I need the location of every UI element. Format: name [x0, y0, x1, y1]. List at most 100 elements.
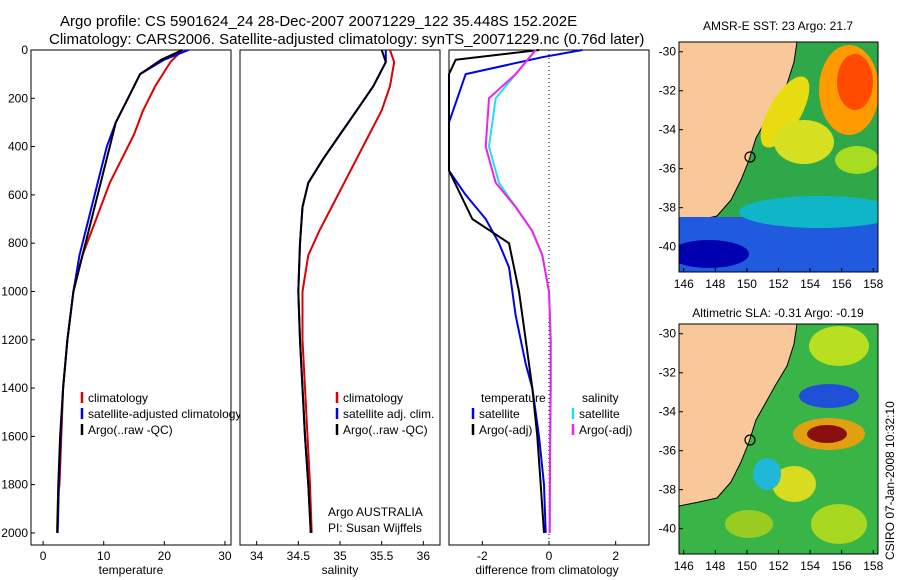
difference-legend-label-3: Argo(-adj) [579, 423, 632, 437]
depth-tick-label-1: 200 [8, 91, 28, 105]
sla-eddy-yellow [772, 466, 816, 502]
sla-eddy-south [811, 504, 867, 544]
salinity-xtick-label-3: 35.5 [370, 549, 394, 563]
salinity-ticks: 34 34.5 35 35.5 36 [250, 541, 430, 563]
difference-xtick-label-0: -2 [477, 549, 488, 563]
sla-map [679, 324, 878, 554]
salinity-legend-label-1: satellite adj. clim. [343, 407, 434, 421]
sst-lon-tick-label-3: 152 [768, 277, 788, 291]
sst-argo-location-marker [744, 151, 756, 163]
sst-land [679, 42, 797, 224]
sst-yellow-patch [774, 120, 834, 164]
difference-legend-label-1: Argo(-adj) [479, 423, 532, 437]
temperature-xlabel: temperature [99, 563, 164, 577]
sst-lat-tick-label-1: -32 [659, 84, 677, 98]
depth-tick-label-9: 1800 [1, 478, 28, 492]
sla-lon-tick-label-4: 154 [800, 559, 820, 573]
sst-lat-tick-label-0: -30 [659, 45, 677, 59]
sst-warm-inner [837, 54, 873, 110]
sla-eddy-blue [799, 384, 859, 408]
sst-lon-tick-label-1: 148 [705, 277, 725, 291]
sst-lon-tick-label-4: 154 [800, 277, 820, 291]
sla-lon-tick-label-5: 156 [832, 559, 852, 573]
difference-series-3 [484, 49, 552, 533]
sla-eddy-cyan [753, 458, 781, 490]
temperature-ticks: 0 10 20 30 0 200 400 600 800 1000 1200 1400 1600 1800… [1, 43, 232, 563]
difference-series-1 [448, 49, 545, 533]
depth-tick-label-3: 600 [8, 188, 28, 202]
difference-xtick-label-2: 2 [612, 549, 619, 563]
sst-coastline [679, 42, 798, 225]
sst-lat-tick-label-4: -38 [659, 201, 677, 215]
temperature-xtick-label-0: 0 [40, 549, 47, 563]
sla-lon-tick-label-1: 148 [705, 559, 725, 573]
difference-legend-label-0: satellite [479, 407, 520, 421]
salinity-lines [297, 49, 396, 533]
sst-lon-tick-label-5: 156 [832, 277, 852, 291]
sla-lon-tick-label-6: 158 [863, 559, 883, 573]
sla-lon-tick-label-3: 152 [768, 559, 788, 573]
salinity-legend-label-0: climatology [343, 391, 403, 405]
sla-lat-tick-label-2: -34 [659, 405, 677, 419]
depth-tick-label-4: 800 [8, 236, 28, 250]
temperature-lines [56, 49, 189, 533]
sla-map-ticks: 146 148 150 152 154 156 158 -30 -32 -34 -36 -38 -40 [659, 327, 884, 573]
salinity-panel: 34 34.5 35 35.5 36 salinity climatology satel… [239, 49, 441, 577]
sst-lon-tick-label-6: 158 [863, 277, 883, 291]
salinity-axes-frame [239, 49, 441, 546]
salinity-xtick-label-1: 34.5 [287, 549, 311, 563]
difference-legend: temperature salinity satellite Argo(-adj)… [471, 391, 632, 437]
sla-map-panel: Altimetric SLA: -0.31 Argo: -0.19 146 148… [659, 306, 884, 573]
depth-tick-label-7: 1400 [1, 381, 28, 395]
argo-australia-annotation: Argo AUSTRALIA [328, 505, 423, 519]
salinity-xtick-label-0: 34 [250, 549, 264, 563]
sst-lon-tick-label-2: 150 [737, 277, 757, 291]
sla-eddy-north [809, 326, 869, 366]
figure-title-line-1: Argo profile: CS 5901624_24 28-Dec-2007 … [60, 13, 577, 30]
salinity-legend: climatology satellite adj. clim. Argo(..ra… [335, 391, 434, 437]
temperature-xtick-label-3: 30 [218, 549, 232, 563]
difference-xlabel: difference from climatology [475, 563, 618, 577]
temperature-axes-frame [30, 49, 232, 546]
salinity-legend-label-2: Argo(..raw -QC) [343, 423, 428, 437]
legend-group-temperature: temperature [481, 391, 546, 405]
sst-warm-tongue [760, 76, 810, 148]
pi-annotation: PI: Susan Wijffels [328, 521, 422, 535]
sst-map [679, 42, 878, 272]
legend-group-salinity: salinity [582, 391, 619, 405]
temperature-xtick-label-2: 20 [158, 549, 172, 563]
sst-map-panel: AMSR-E SST: 23 Argo: 21.7 146 148 150 152 15… [659, 19, 884, 291]
temperature-legend-label-1: satellite-adjusted climatology [88, 407, 241, 421]
sst-lat-tick-label-2: -34 [659, 123, 677, 137]
figure-title-line-2: Climatology: CARS2006. Satellite-adjuste… [49, 31, 644, 48]
sst-cool-band-top [739, 196, 878, 228]
sla-lat-tick-label-0: -30 [659, 327, 677, 341]
sla-land [679, 324, 797, 506]
temperature-series-2 [56, 49, 183, 533]
sla-eddy-warm-core [807, 425, 847, 443]
sla-lon-tick-label-2: 150 [737, 559, 757, 573]
depth-tick-label-6: 1200 [1, 333, 28, 347]
difference-panel: -2 0 2 difference from climatology tempera… [448, 49, 650, 577]
temperature-xtick-label-1: 10 [97, 549, 111, 563]
csiro-timestamp: CSIRO 07-Jan-2008 10:32:10 [883, 401, 897, 560]
salinity-series-0 [301, 49, 396, 533]
temperature-legend-label-0: climatology [88, 391, 148, 405]
sst-lightgreen-patch [835, 146, 878, 174]
sla-eddy-southwest [725, 510, 773, 538]
sla-lat-tick-label-5: -40 [659, 522, 677, 536]
sla-lat-tick-label-4: -38 [659, 483, 677, 497]
sst-lon-tick-label-0: 146 [674, 277, 694, 291]
temperature-legend-label-2: Argo(..raw -QC) [88, 423, 173, 437]
sst-map-title: AMSR-E SST: 23 Argo: 21.7 [703, 19, 853, 33]
depth-tick-label-5: 1000 [1, 284, 28, 298]
sst-coldest-patch [679, 240, 749, 268]
depth-tick-label-10: 2000 [1, 526, 28, 540]
sla-argo-location-marker [744, 434, 756, 446]
sla-coastline [679, 324, 798, 507]
depth-tick-label-2: 400 [8, 140, 28, 154]
sla-lat-tick-label-3: -36 [659, 444, 677, 458]
difference-xtick-label-1: 0 [546, 549, 553, 563]
sla-map-title: Altimetric SLA: -0.31 Argo: -0.19 [692, 306, 864, 320]
